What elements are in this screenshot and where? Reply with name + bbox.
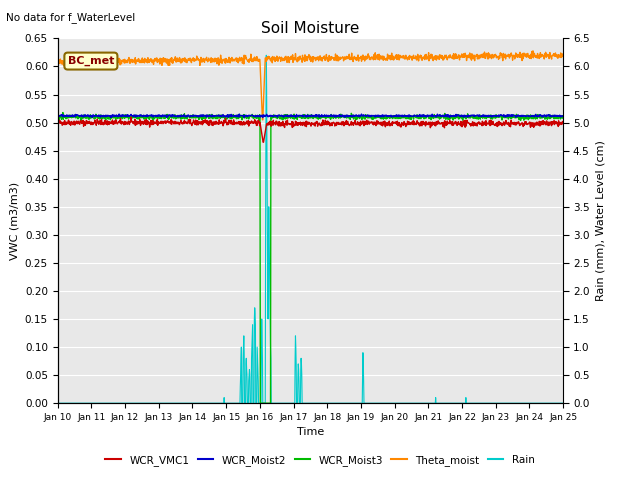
Rain [455, 400, 463, 406]
WCR_Moist2 [389, 114, 397, 120]
Theta_moist [54, 59, 61, 65]
Theta_moist [154, 58, 161, 64]
Line: WCR_Moist3: WCR_Moist3 [58, 113, 563, 403]
Text: BC_met: BC_met [68, 56, 114, 66]
WCR_Moist3 [54, 117, 61, 122]
Theta_moist [559, 51, 567, 57]
WCR_VMC1 [500, 120, 508, 125]
Rain [500, 400, 508, 406]
WCR_Moist2 [115, 111, 123, 117]
WCR_VMC1 [389, 119, 397, 125]
WCR_Moist3 [559, 114, 567, 120]
Rain [262, 52, 270, 58]
Theta_moist [259, 117, 266, 123]
Rain [54, 400, 61, 406]
WCR_VMC1 [54, 119, 61, 125]
WCR_Moist3 [389, 115, 397, 120]
WCR_Moist3 [455, 113, 463, 119]
WCR_Moist3 [257, 400, 264, 406]
Theta_moist [166, 56, 174, 62]
WCR_Moist2 [154, 113, 162, 119]
Line: WCR_VMC1: WCR_VMC1 [58, 117, 563, 142]
Rain [223, 400, 230, 406]
WCR_VMC1 [127, 114, 135, 120]
Title: Soil Moisture: Soil Moisture [261, 21, 360, 36]
WCR_VMC1 [166, 119, 174, 125]
WCR_Moist2 [500, 113, 508, 119]
WCR_VMC1 [559, 120, 567, 126]
WCR_Moist2 [54, 113, 61, 119]
Rain [389, 400, 397, 406]
Rain [166, 400, 174, 406]
WCR_Moist3 [166, 114, 174, 120]
Theta_moist [529, 48, 537, 54]
Line: WCR_Moist2: WCR_Moist2 [58, 114, 563, 118]
WCR_Moist3 [223, 116, 231, 122]
WCR_Moist3 [59, 110, 67, 116]
Line: Theta_moist: Theta_moist [58, 51, 563, 120]
Rain [559, 400, 567, 406]
Y-axis label: Rain (mm), Water Level (cm): Rain (mm), Water Level (cm) [595, 140, 605, 301]
WCR_Moist2 [166, 112, 174, 118]
Theta_moist [455, 52, 463, 58]
Text: No data for f_WaterLevel: No data for f_WaterLevel [6, 12, 136, 23]
WCR_Moist2 [455, 112, 463, 118]
WCR_VMC1 [259, 139, 267, 145]
Line: Rain: Rain [58, 55, 563, 403]
Theta_moist [223, 57, 230, 63]
WCR_Moist2 [223, 114, 231, 120]
X-axis label: Time: Time [297, 428, 324, 437]
Rain [154, 400, 161, 406]
Theta_moist [389, 55, 397, 61]
Legend: WCR_VMC1, WCR_Moist2, WCR_Moist3, Theta_moist, Rain: WCR_VMC1, WCR_Moist2, WCR_Moist3, Theta_… [101, 451, 539, 470]
WCR_Moist2 [559, 113, 567, 119]
WCR_VMC1 [154, 120, 162, 126]
Y-axis label: VWC (m3/m3): VWC (m3/m3) [9, 182, 19, 260]
WCR_VMC1 [455, 120, 463, 126]
Theta_moist [500, 50, 508, 56]
WCR_Moist2 [259, 115, 267, 120]
WCR_Moist3 [500, 114, 508, 120]
WCR_VMC1 [223, 122, 231, 128]
WCR_Moist3 [154, 115, 162, 120]
